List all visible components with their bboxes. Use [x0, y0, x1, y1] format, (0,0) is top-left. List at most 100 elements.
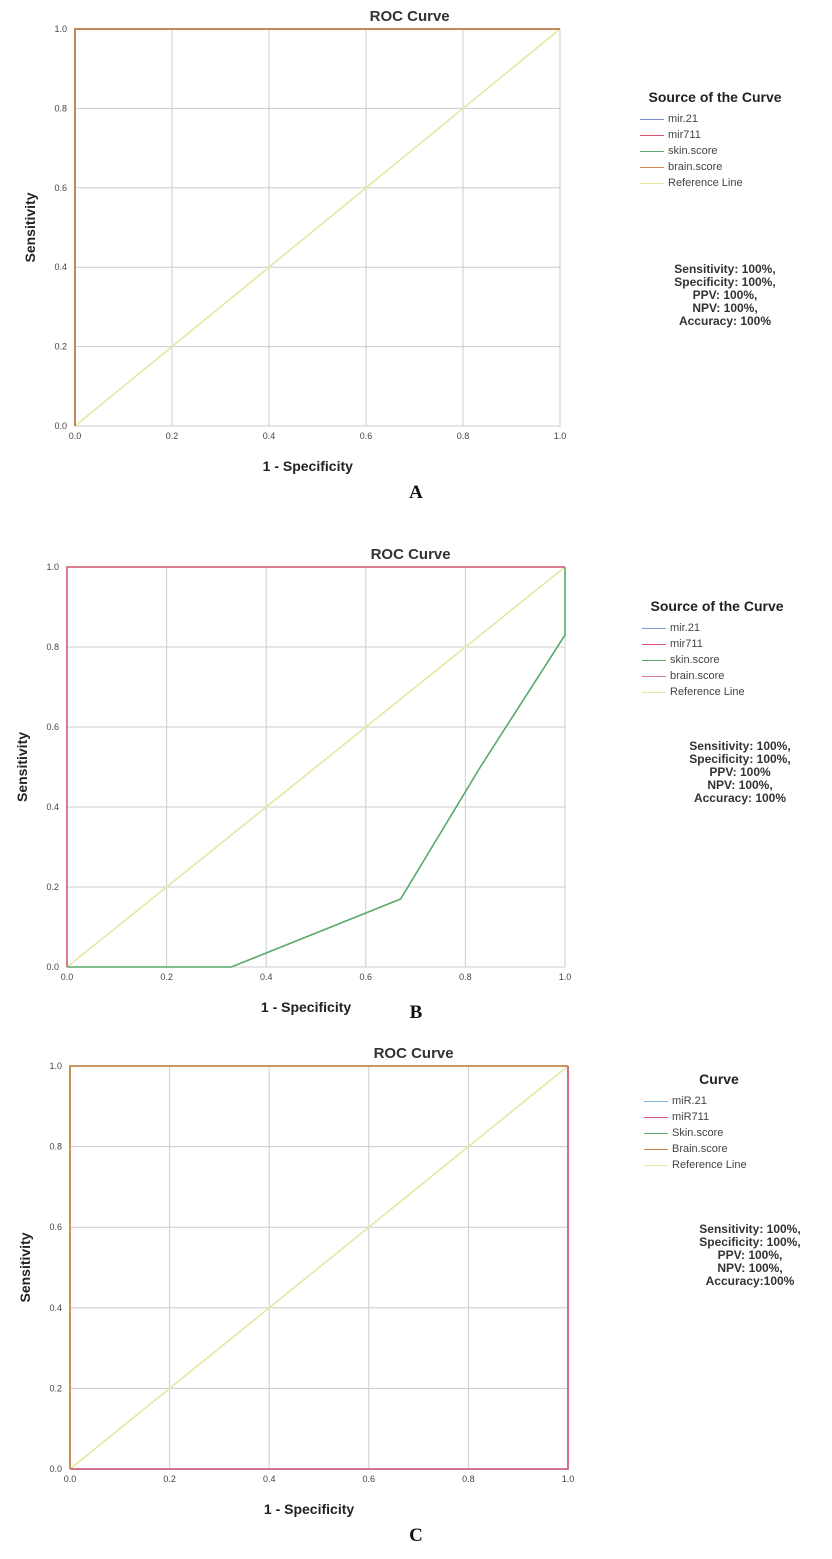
stats-line: PPV: 100%,	[692, 288, 758, 302]
legend-title: Curve	[699, 1071, 739, 1087]
stats-line: NPV: 100%,	[692, 301, 758, 315]
y-tick-label: 0.8	[49, 1142, 62, 1152]
legend-item-reference-line: Reference Line	[644, 1157, 832, 1173]
x-tick-label: 0.8	[457, 431, 470, 441]
legend-item-reference-line: Reference Line	[640, 175, 832, 191]
series-line-reference-line	[69, 1065, 569, 1470]
y-tick-label: 0.2	[54, 342, 67, 352]
chart-panel-b: ROC Curve 0.0 0.2 0.4 0.6 0.8 1.0 0.0 0.2 0.4 0.6 0…	[0, 540, 832, 1050]
legend-swatch	[644, 1132, 668, 1134]
legend-label: miR.21	[672, 1095, 707, 1107]
stats-line: Specificity: 100%,	[689, 752, 791, 766]
x-tick-label: 0.6	[363, 1474, 376, 1484]
legend-swatch	[642, 627, 666, 629]
stats-line: Sensitivity: 100%,	[674, 262, 776, 276]
y-tick-label: 0.2	[49, 1383, 62, 1393]
legend-title: Source of the Curve	[648, 89, 782, 105]
stats-line: Specificity: 100%,	[674, 275, 776, 289]
legend-item-brain-score: brain.score	[642, 668, 832, 684]
legend-label: Reference Line	[668, 177, 743, 189]
series-line-brain-score	[74, 28, 560, 426]
legend-title: Source of the Curve	[650, 598, 784, 614]
y-axis-label: Sensitivity	[22, 192, 38, 262]
series-line-mir711	[70, 1066, 569, 1470]
x-tick-label: 1.0	[554, 431, 567, 441]
legend-swatch	[644, 1116, 668, 1118]
stats-a: Sensitivity: 100%, Specificity: 100%, PPV:…	[625, 263, 825, 328]
roc-chart-a: ROC Curve 0.0 0.2 0.4 0.6 0.8 1.0 0.0 0.2 0.4 0.6 0…	[22, 8, 567, 474]
legend-swatch	[642, 659, 666, 661]
stats-c: Sensitivity: 100%, Specificity: 100%, PPV:…	[650, 1223, 832, 1288]
roc-chart-c: ROC Curve 0.0 0.2 0.4 0.6 0.8 1.0 0.0 0.2 0.4 0.6 0…	[17, 1045, 575, 1517]
y-tick-label: 0.0	[46, 962, 59, 972]
legend-swatch	[642, 691, 666, 693]
roc-chart-b: ROC Curve 0.0 0.2 0.4 0.6 0.8 1.0 0.0 0.2 0.4 0.6 0…	[14, 546, 571, 1015]
stats-line: Accuracy:100%	[705, 1274, 795, 1288]
chart-title: ROC Curve	[371, 546, 451, 563]
panel-label-c: C	[409, 1525, 423, 1546]
legend-items: mir.21 mir711 skin.score brain.score Referen…	[642, 620, 832, 700]
x-tick-label: 0.8	[459, 972, 472, 982]
legend-item-skin-score: Skin.score	[644, 1125, 832, 1141]
legend-label: mir711	[668, 129, 701, 141]
x-tick-label: 0.6	[360, 972, 373, 982]
x-tick-label: 1.0	[562, 1474, 575, 1484]
x-tick-label: 0.0	[61, 972, 74, 982]
stats-b: Sensitivity: 100%, Specificity: 100%, PPV:…	[640, 740, 832, 805]
stats-line: Sensitivity: 100%,	[689, 739, 791, 753]
y-tick-label: 0.0	[54, 421, 67, 431]
legend-item-mir711: miR711	[644, 1109, 832, 1125]
legend-swatch	[644, 1164, 668, 1166]
x-tick-label: 0.2	[166, 431, 179, 441]
stats-line: Specificity: 100%,	[699, 1235, 801, 1249]
legend-item-brain-score: brain.score	[640, 159, 832, 175]
y-tick-label: 0.4	[54, 262, 67, 272]
legend-swatch	[640, 134, 664, 136]
legend-label: skin.score	[670, 654, 720, 666]
y-tick-label: 0.4	[49, 1303, 62, 1313]
y-tick-label: 1.0	[54, 24, 67, 34]
series-line-brain-score	[69, 1065, 568, 1469]
stats-line: PPV: 100%	[709, 765, 771, 779]
y-tick-label: 1.0	[46, 562, 59, 572]
legend-item-mir-21: mir.21	[642, 620, 832, 636]
series-line-reference-line	[66, 566, 566, 968]
y-tick-label: 0.6	[46, 722, 59, 732]
legend-item-mir-21: mir.21	[640, 111, 832, 127]
x-tick-label: 0.4	[263, 1474, 276, 1484]
stats-line: Sensitivity: 100%,	[699, 1222, 801, 1236]
legend-label: brain.score	[668, 161, 723, 173]
legend-label: miR711	[672, 1111, 710, 1123]
y-tick-label: 0.2	[46, 882, 59, 892]
x-tick-label: 0.6	[360, 431, 373, 441]
legend-label: mir.21	[670, 622, 700, 634]
legend-label: Brain.score	[672, 1143, 728, 1155]
panel-label-b: B	[409, 1002, 423, 1023]
y-axis-label: Sensitivity	[17, 1232, 33, 1302]
legend-swatch	[642, 643, 666, 645]
y-tick-label: 0.4	[46, 802, 59, 812]
x-tick-label: 0.4	[260, 972, 273, 982]
stats-line: PPV: 100%,	[717, 1248, 783, 1262]
legend-item-mir711: mir711	[642, 636, 832, 652]
stats-line: Accuracy: 100%	[693, 791, 787, 805]
legend-swatch	[644, 1148, 668, 1150]
x-tick-label: 0.8	[462, 1474, 475, 1484]
x-axis-label: 1 - Specificity	[261, 999, 351, 1015]
stats-line: Accuracy: 100%	[678, 314, 772, 328]
x-tick-label: 0.2	[160, 972, 173, 982]
legend-items: miR.21 miR711 Skin.score Brain.score Referen…	[644, 1093, 832, 1173]
legend-c: Curve miR.21 miR711 Skin.score Brain.score R…	[644, 1072, 832, 1173]
legend-swatch	[640, 118, 664, 120]
stats-line: NPV: 100%,	[707, 778, 773, 792]
chart-title: ROC Curve	[374, 1045, 454, 1062]
chart-title: ROC Curve	[370, 8, 450, 25]
y-axis-label: Sensitivity	[14, 732, 30, 802]
legend-item-brain-score: Brain.score	[644, 1141, 832, 1157]
series-line-reference-line	[74, 28, 561, 427]
legend-item-skin-score: skin.score	[640, 143, 832, 159]
series-line-skin-score	[67, 567, 566, 968]
legend-label: Skin.score	[672, 1127, 724, 1139]
legend-swatch	[642, 675, 666, 677]
y-tick-label: 0.6	[54, 183, 67, 193]
